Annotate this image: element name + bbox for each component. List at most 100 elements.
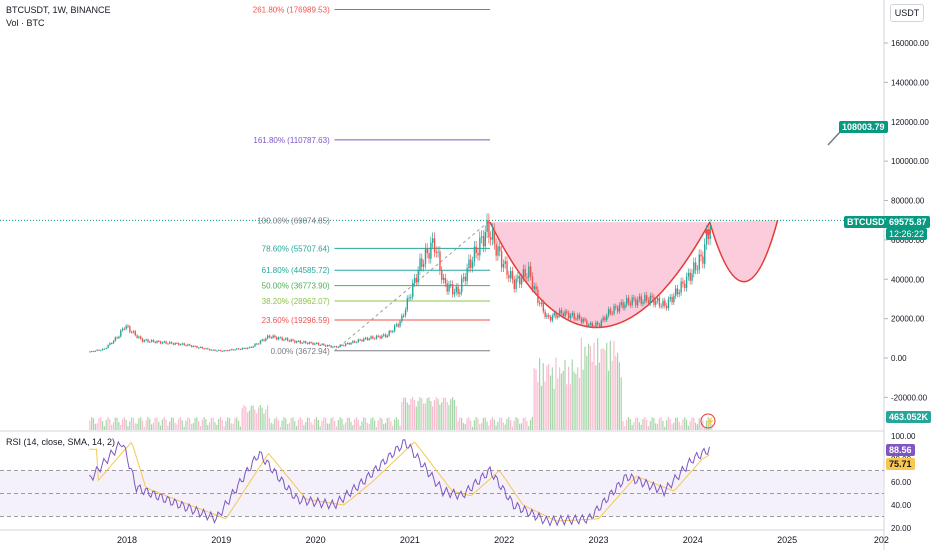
- volume-bar: [330, 418, 332, 430]
- volume-bar: [150, 424, 153, 430]
- candle-body: [626, 297, 628, 305]
- candle-body: [223, 350, 225, 352]
- candle-body: [600, 320, 603, 327]
- volume-bar: [462, 423, 465, 430]
- candle-body: [399, 321, 401, 327]
- candle-body: [488, 220, 490, 238]
- rsi-ma-badge: 75.71: [886, 458, 915, 470]
- volume-bar: [620, 377, 622, 430]
- volume-bar: [566, 384, 568, 430]
- candle-body: [170, 342, 173, 344]
- volume-bar: [689, 421, 691, 430]
- candle-body: [232, 349, 234, 351]
- volume-bar: [555, 357, 557, 430]
- candle-body: [127, 325, 129, 327]
- volume-bar: [678, 421, 680, 430]
- time-tick-label: 2025: [777, 535, 797, 545]
- volume-bar: [433, 399, 436, 430]
- volume-bar: [187, 417, 189, 430]
- volume-bar: [152, 422, 154, 430]
- candle-body: [219, 350, 222, 352]
- candle-body: [568, 312, 570, 319]
- candle-body: [700, 254, 702, 257]
- candle-body: [107, 345, 109, 349]
- candle-body: [544, 311, 546, 317]
- candle-body: [167, 343, 169, 345]
- candle-body: [562, 313, 564, 317]
- volume-bar: [334, 420, 336, 430]
- volume-bar: [348, 417, 350, 430]
- volume-bar: [325, 418, 327, 430]
- volume-bar: [642, 419, 644, 430]
- volume-bar: [112, 422, 115, 430]
- volume-bar: [432, 406, 434, 430]
- candle-body: [486, 220, 488, 232]
- volume-bar: [531, 417, 533, 430]
- volume-bar: [170, 417, 173, 430]
- volume-bar: [486, 421, 488, 430]
- volume-bar: [91, 417, 93, 430]
- candle-body: [676, 288, 679, 295]
- volume-bar: [658, 418, 660, 430]
- candle-body: [259, 340, 262, 344]
- price-tick-label: 60000.00: [891, 236, 925, 245]
- volume-bar: [201, 419, 203, 430]
- candle-body: [665, 305, 668, 309]
- candle-body: [245, 347, 247, 349]
- volume-bar: [196, 417, 198, 430]
- volume-bar: [687, 425, 689, 430]
- candle-body: [595, 322, 597, 327]
- volume-bar: [111, 424, 113, 430]
- fib-level-label: 50.00% (36773.90): [262, 282, 330, 291]
- volume-bar: [504, 424, 506, 430]
- lightning-glyph: ⚡: [705, 416, 715, 426]
- candle-body: [252, 346, 254, 348]
- candle-body: [286, 338, 289, 341]
- candle-body: [569, 315, 572, 319]
- volume-bar: [513, 420, 515, 430]
- candle-body: [705, 231, 708, 245]
- volume-bar: [415, 406, 417, 430]
- price-tick-label: -20000.00: [891, 393, 928, 402]
- candle-body: [341, 344, 343, 346]
- candle-body: [473, 246, 476, 262]
- volume-bar: [129, 421, 131, 430]
- candle-body: [694, 262, 697, 270]
- volume-bar: [705, 420, 708, 430]
- candle-body: [296, 341, 298, 343]
- volume-bar: [615, 356, 617, 430]
- volume-bar: [604, 349, 606, 430]
- volume-bar: [515, 417, 517, 430]
- candle-body: [615, 306, 617, 308]
- volume-bar: [179, 417, 182, 430]
- candle-body: [506, 261, 508, 276]
- volume-bar: [450, 399, 452, 430]
- volume-bar: [143, 426, 145, 430]
- candle-body: [555, 312, 557, 318]
- volume-bar: [234, 418, 236, 430]
- candle-body: [553, 312, 555, 316]
- volume-bar: [312, 424, 314, 430]
- candle-body: [566, 311, 568, 313]
- time-tick-label: 2018: [117, 535, 137, 545]
- candle-body: [644, 295, 646, 302]
- volume-bar: [161, 419, 164, 430]
- volume-bar: [544, 381, 546, 430]
- volume-bar: [290, 418, 292, 430]
- candle-body: [678, 292, 681, 295]
- candle-body: [504, 261, 506, 265]
- candle-body: [228, 349, 231, 351]
- candle-body: [662, 300, 664, 307]
- volume-bar: [96, 423, 98, 430]
- candle-body: [689, 272, 691, 281]
- volume-bar: [508, 417, 510, 430]
- volume-bar: [303, 425, 305, 430]
- candle-body: [143, 340, 146, 342]
- volume-bar: [539, 357, 541, 430]
- volume-bar: [502, 422, 504, 430]
- candle-body: [288, 340, 291, 342]
- currency-button[interactable]: USDT: [890, 4, 924, 22]
- candle-body: [413, 278, 416, 284]
- candle-body: [109, 343, 111, 346]
